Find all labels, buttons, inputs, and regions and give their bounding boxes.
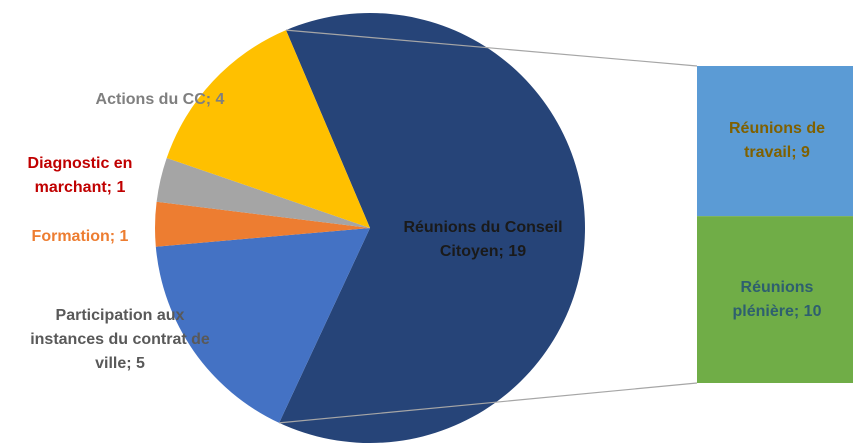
data-label: Formation; 1 xyxy=(31,228,129,245)
bar-segment xyxy=(697,216,853,383)
pie-slice xyxy=(155,201,370,247)
data-label: Réunions plénière; 10 xyxy=(732,278,822,320)
data-label: Diagnostic en marchant; 1 xyxy=(27,155,133,196)
pie-slice xyxy=(279,12,585,443)
connector xyxy=(279,382,698,424)
pie-slice xyxy=(155,228,370,423)
connector xyxy=(285,29,698,67)
data-label: Réunions du Conseil Citoyen; 19 xyxy=(403,219,563,260)
data-label: Participation aux instances du contrat d… xyxy=(30,307,210,372)
data-label: Actions du CC; 4 xyxy=(95,91,225,108)
bar-segment xyxy=(697,66,853,217)
data-label: Réunions de travail; 9 xyxy=(728,120,825,162)
pie-slice xyxy=(156,158,370,228)
pie-slice xyxy=(166,30,370,228)
